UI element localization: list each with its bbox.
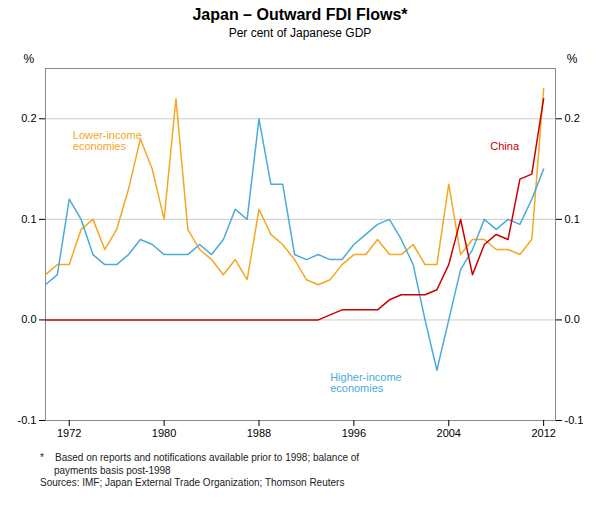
- svg-text:0.1: 0.1: [21, 213, 36, 225]
- svg-text:-0.1: -0.1: [18, 414, 37, 426]
- svg-text:%: %: [24, 52, 35, 66]
- svg-text:0.2: 0.2: [21, 112, 36, 124]
- html-text:* Based on reports and notific: * Based on reports and notifications ava…: [40, 452, 360, 488]
- svg-text:%: %: [567, 52, 578, 66]
- svg-text:-0.1: -0.1: [565, 414, 584, 426]
- svg-text:2012: 2012: [531, 427, 555, 439]
- svg-text:1996: 1996: [342, 427, 366, 439]
- svg-text:0.1: 0.1: [565, 213, 580, 225]
- svg-text:Lower-incomeeconomies: Lower-incomeeconomies: [73, 129, 142, 152]
- svg-text:Higher-incomeeconomies: Higher-incomeeconomies: [330, 371, 402, 394]
- html-text:Per cent of Japanese GDP: Per cent of Japanese GDP: [228, 26, 372, 40]
- svg-text:China: China: [490, 140, 520, 152]
- svg-text:0.0: 0.0: [21, 313, 36, 325]
- svg-text:2004: 2004: [437, 427, 461, 439]
- svg-text:1980: 1980: [152, 427, 176, 439]
- svg-text:1988: 1988: [247, 427, 271, 439]
- svg-text:0.0: 0.0: [565, 313, 580, 325]
- svg-text:1972: 1972: [57, 427, 81, 439]
- svg-text:0.2: 0.2: [565, 112, 580, 124]
- html-text:Japan – Outward FDI Flows*: Japan – Outward FDI Flows*: [192, 6, 408, 23]
